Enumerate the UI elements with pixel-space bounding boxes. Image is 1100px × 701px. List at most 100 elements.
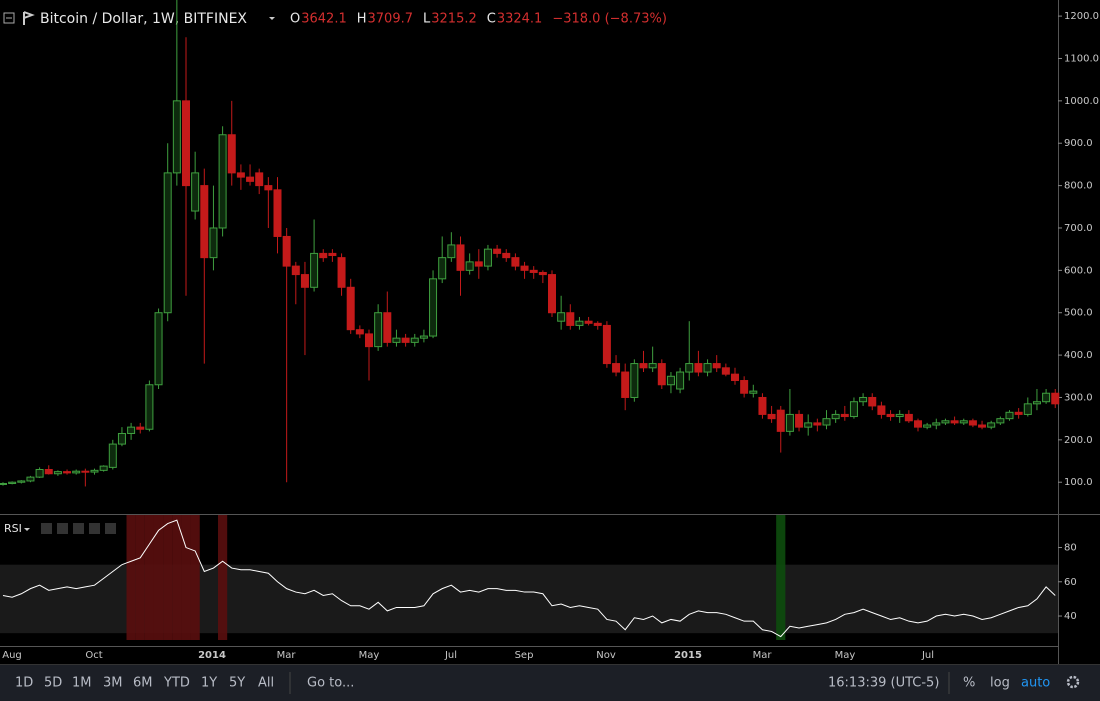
candle-body xyxy=(1014,411,1023,415)
rsi-zone xyxy=(190,515,200,640)
candle-body xyxy=(959,420,968,424)
change: −318.0 (−8.73%) xyxy=(552,12,667,27)
candle-body xyxy=(978,424,987,428)
range-button[interactable]: 1M xyxy=(72,676,92,691)
candle-body xyxy=(593,322,602,326)
ohlc-key: O xyxy=(290,12,300,27)
candle-body xyxy=(465,261,474,271)
candle-body xyxy=(99,465,108,471)
rsi-line xyxy=(2,519,1056,638)
candle-body xyxy=(108,443,117,468)
time-tick-label: 2014 xyxy=(198,650,226,661)
rsi-icon[interactable] xyxy=(41,523,52,534)
candle-body xyxy=(90,469,99,473)
candle-body xyxy=(337,257,346,288)
rsi-icon[interactable] xyxy=(73,523,84,534)
collapse-icon[interactable] xyxy=(3,12,15,24)
candle-body xyxy=(355,329,364,335)
rsi-zone xyxy=(163,515,173,640)
candle-body xyxy=(8,481,17,484)
price-tick-label: 200.0 xyxy=(1064,435,1093,446)
range-button[interactable]: 1Y xyxy=(201,676,217,691)
candle-body xyxy=(914,420,922,428)
candle-body xyxy=(831,413,840,420)
candle-body xyxy=(374,312,383,348)
candle-body xyxy=(81,470,90,473)
rsi-dropdown[interactable] xyxy=(24,528,30,531)
candle-body xyxy=(136,426,145,430)
candle-body xyxy=(575,320,584,326)
range-button[interactable]: 5Y xyxy=(229,676,245,691)
range-button[interactable]: 6M xyxy=(133,676,153,691)
candle-body xyxy=(895,413,904,418)
candle-body xyxy=(255,172,264,187)
time-tick-label: 2015 xyxy=(674,650,702,661)
time-tick-label: Oct xyxy=(85,650,102,661)
ohlc-value: 3709.7 xyxy=(368,12,414,27)
ohlc-value: 3642.1 xyxy=(301,12,347,27)
time-tick-label: Sep xyxy=(515,650,534,661)
candle-body xyxy=(401,337,410,343)
range-button[interactable]: All xyxy=(258,676,274,691)
rsi-tick-label: 60 xyxy=(1064,577,1077,588)
candle-body xyxy=(712,363,721,369)
range-button[interactable]: YTD xyxy=(163,676,190,691)
candle-body xyxy=(154,312,163,386)
candle-body xyxy=(127,426,136,434)
candle-body xyxy=(392,337,401,343)
symbol-title[interactable]: Bitcoin / Dollar, 1W, BITFINEX xyxy=(40,11,247,27)
rsi-controls xyxy=(24,523,116,534)
candle-body xyxy=(53,471,62,475)
candle-body xyxy=(383,312,392,343)
settings-icon[interactable] xyxy=(1066,675,1080,689)
rsi-zone xyxy=(144,515,154,640)
candle-body xyxy=(328,252,337,257)
rsi-icon[interactable] xyxy=(105,523,116,534)
candle-body xyxy=(145,384,154,430)
candle-body xyxy=(776,409,785,432)
gear xyxy=(1066,675,1080,689)
candle-body xyxy=(273,189,282,237)
rsi-icon[interactable] xyxy=(57,523,68,534)
candle-body xyxy=(685,363,694,373)
range-button[interactable]: 5D xyxy=(44,676,62,691)
candle-body xyxy=(474,261,483,267)
candle-body xyxy=(886,413,895,418)
flag-icon[interactable] xyxy=(23,11,35,25)
log-toggle[interactable]: log xyxy=(990,676,1010,691)
candle-body xyxy=(785,413,794,432)
rsi-icon[interactable] xyxy=(89,523,100,534)
rsi-label: RSI xyxy=(4,522,22,535)
candle-body xyxy=(584,320,593,324)
percent-toggle[interactable]: % xyxy=(963,676,975,691)
candle-body xyxy=(804,422,813,428)
goto-button[interactable]: Go to... xyxy=(307,676,354,691)
candle-body xyxy=(849,401,858,418)
candle-body xyxy=(35,469,44,478)
candle-body xyxy=(438,257,447,280)
candle-body xyxy=(996,418,1005,424)
candle-body xyxy=(1051,392,1060,405)
price-tick-label: 1000.0 xyxy=(1064,96,1099,107)
candle-body xyxy=(483,248,492,267)
candle-body xyxy=(310,252,319,288)
range-button[interactable]: 3M xyxy=(103,676,123,691)
symbol-dropdown[interactable] xyxy=(269,17,275,20)
price-tick-label: 1100.0 xyxy=(1064,53,1099,64)
rsi-zone xyxy=(126,515,136,640)
candle-body xyxy=(950,420,959,424)
candle-body xyxy=(163,172,172,314)
candle-body xyxy=(557,312,566,322)
price-tick-label: 500.0 xyxy=(1064,308,1093,319)
auto-toggle[interactable]: auto xyxy=(1021,676,1050,691)
candle-body xyxy=(630,363,639,398)
price-tick-label: 100.0 xyxy=(1064,477,1093,488)
candle-body xyxy=(639,363,648,369)
candle-body xyxy=(657,363,666,386)
candle-body xyxy=(26,476,35,482)
candle-body xyxy=(795,413,804,428)
candle-body xyxy=(968,420,977,426)
range-button[interactable]: 1D xyxy=(15,676,33,691)
rsi-zone xyxy=(776,515,786,640)
candle-body xyxy=(264,185,273,191)
